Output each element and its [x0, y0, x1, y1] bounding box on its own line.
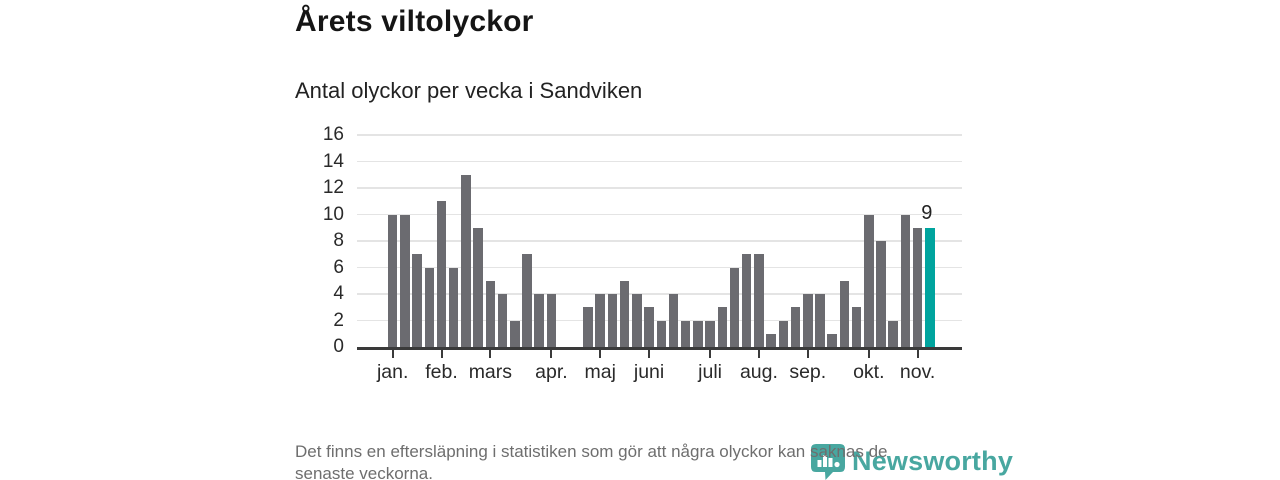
bar	[912, 227, 923, 347]
bar	[473, 227, 483, 347]
bar	[424, 267, 435, 347]
bar	[888, 320, 898, 347]
bar	[693, 320, 703, 347]
bar	[485, 280, 496, 347]
bar	[717, 307, 728, 347]
gridline	[357, 160, 962, 163]
bar	[741, 254, 752, 347]
y-tick-label: 12	[322, 177, 344, 198]
bar	[400, 214, 410, 347]
page-title: Årets viltolyckor	[295, 5, 534, 38]
bar-highlighted	[925, 227, 935, 347]
bar	[778, 320, 789, 347]
bar	[729, 267, 740, 347]
bar	[510, 320, 520, 347]
bar	[668, 294, 679, 347]
bar	[656, 320, 667, 347]
x-tick-label: okt.	[853, 361, 885, 383]
bar	[607, 294, 618, 347]
bar	[754, 254, 764, 347]
bar	[851, 307, 862, 347]
y-tick-label: 4	[333, 283, 344, 304]
bar	[497, 294, 508, 347]
x-tick-mark	[648, 350, 651, 358]
newsworthy-logo-text: Newsworthy	[852, 446, 1014, 476]
bar	[583, 307, 593, 347]
bar	[815, 294, 825, 347]
y-tick-label: 10	[322, 203, 344, 225]
x-tick-mark	[489, 350, 492, 358]
footnote: Det finns en eftersläpning i statistiken…	[295, 441, 995, 480]
chart-subtitle: Antal olyckor per vecka i Sandviken	[295, 78, 643, 103]
bar	[876, 241, 886, 347]
newsworthy-logo: Newsworthy	[810, 443, 1013, 480]
footnote-line: Det finns en eftersläpning i statistiken…	[295, 442, 888, 461]
x-tick-mark	[550, 350, 553, 358]
bar	[412, 254, 422, 347]
y-tick-label: 0	[333, 336, 344, 357]
y-tick-label: 8	[333, 230, 344, 251]
bar	[790, 307, 801, 347]
bar	[619, 280, 630, 347]
x-tick-label: apr.	[535, 361, 568, 383]
x-tick-label: maj	[584, 361, 616, 383]
bar	[680, 320, 691, 347]
bar	[827, 333, 837, 347]
footnote-line: senaste veckorna.	[295, 464, 433, 480]
x-tick-mark	[867, 350, 870, 358]
newsworthy-pin-barchart-icon	[810, 443, 847, 480]
bar	[546, 294, 557, 347]
x-tick-mark	[440, 350, 443, 358]
bar	[448, 267, 459, 347]
x-tick-label: feb.	[425, 361, 458, 383]
bar	[900, 214, 911, 347]
x-tick-label: jan.	[376, 361, 409, 383]
gridline	[357, 293, 962, 295]
x-tick-mark	[757, 350, 760, 358]
gridline	[357, 213, 962, 216]
x-tick-label: juli	[698, 361, 723, 383]
bar	[839, 280, 850, 347]
x-tick-mark	[391, 350, 394, 358]
x-tick-mark	[599, 350, 602, 358]
x-tick-label: aug.	[739, 361, 778, 383]
x-tick-label: nov.	[899, 361, 936, 383]
x-tick-label: juni	[633, 361, 665, 383]
bar	[803, 294, 813, 347]
gridline	[357, 240, 962, 242]
y-tick-label: 16	[322, 124, 344, 145]
x-tick-mark	[916, 350, 919, 358]
bar	[522, 254, 532, 347]
gridline	[357, 266, 962, 269]
bar	[864, 214, 874, 347]
x-tick-label: sep.	[789, 361, 827, 383]
highlight-value-label: 9	[921, 201, 933, 224]
bar	[766, 333, 776, 347]
bar	[644, 307, 654, 347]
x-tick-mark	[709, 350, 712, 358]
bar	[436, 201, 447, 347]
bar	[387, 214, 398, 347]
x-axis-line	[357, 347, 962, 350]
x-tick-mark	[806, 350, 809, 358]
x-tick-label: mars	[468, 361, 513, 383]
bar	[705, 320, 715, 347]
bar	[461, 174, 471, 347]
gridline	[357, 134, 962, 136]
gridline	[357, 187, 962, 189]
bar	[632, 294, 642, 347]
y-tick-label: 2	[333, 309, 344, 331]
bar	[534, 294, 544, 347]
y-tick-label: 14	[322, 150, 344, 172]
bar	[595, 294, 605, 347]
y-tick-label: 6	[333, 256, 344, 278]
